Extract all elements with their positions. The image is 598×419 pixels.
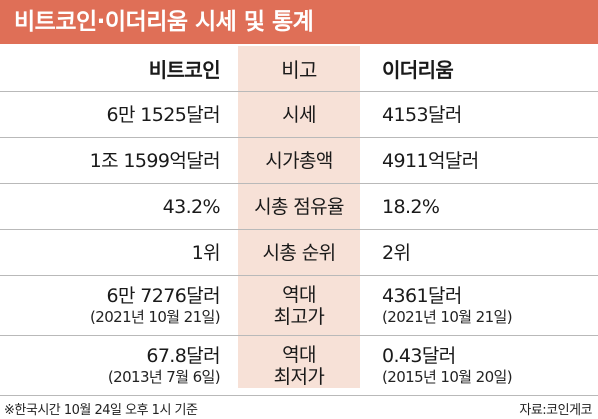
source-credit: 자료:코인게코 bbox=[519, 403, 592, 418]
ethereum-value: 2위 bbox=[382, 241, 411, 264]
table-row-all-time-low: 67.8달러 (2013년 7월 6일) 역대 최저가 0.43달러 (2015… bbox=[0, 336, 598, 396]
bitcoin-value: 43.2% bbox=[162, 195, 221, 218]
row-label-line1: 역대 bbox=[282, 343, 316, 366]
row-label-line2: 최고가 bbox=[273, 305, 325, 328]
ethereum-value: 0.43달러 bbox=[382, 344, 456, 367]
table-row-price: 6만 1525달러 시세 4153달러 bbox=[0, 92, 598, 138]
ethereum-date: (2021년 10월 21일) bbox=[382, 307, 513, 326]
remarks-column-band bbox=[238, 46, 360, 388]
bitcoin-value: 1조 1599억달러 bbox=[89, 149, 221, 172]
bitcoin-date: (2013년 7월 6일) bbox=[107, 367, 221, 386]
bitcoin-value: 1위 bbox=[191, 241, 221, 264]
header-bitcoin: 비트코인 bbox=[148, 58, 221, 82]
row-label: 시총 점유율 bbox=[254, 195, 344, 218]
row-label-line2: 최저가 bbox=[273, 365, 325, 388]
bitcoin-date: (2021년 10월 21일) bbox=[90, 307, 221, 326]
row-label: 시총 순위 bbox=[262, 241, 337, 264]
ethereum-value: 4361달러 bbox=[382, 284, 462, 307]
ethereum-date: (2015년 10월 20일) bbox=[382, 367, 513, 386]
ethereum-value: 18.2% bbox=[382, 195, 440, 218]
page-title: 비트코인·이더리움 시세 및 통계 bbox=[0, 0, 598, 44]
table-row-all-time-high: 6만 7276달러 (2021년 10월 21일) 역대 최고가 4361달러 … bbox=[0, 276, 598, 336]
ethereum-value: 4911억달러 bbox=[382, 149, 479, 172]
comparison-table: 비트코인 비고 이더리움 6만 1525달러 시세 4153달러 1조 1599… bbox=[0, 46, 598, 396]
row-label: 시가총액 bbox=[265, 149, 333, 172]
row-label-line1: 역대 bbox=[282, 283, 316, 306]
header-ethereum: 이더리움 bbox=[382, 58, 454, 82]
bitcoin-value: 6만 7276달러 bbox=[106, 284, 220, 307]
bitcoin-value: 67.8달러 bbox=[146, 344, 220, 367]
table-row-market-share: 43.2% 시총 점유율 18.2% bbox=[0, 184, 598, 230]
table-header-row: 비트코인 비고 이더리움 bbox=[0, 46, 598, 92]
table-row-market-cap: 1조 1599억달러 시가총액 4911억달러 bbox=[0, 138, 598, 184]
ethereum-value: 4153달러 bbox=[382, 103, 462, 126]
header-remarks: 비고 bbox=[281, 58, 317, 82]
table-row-rank: 1위 시총 순위 2위 bbox=[0, 230, 598, 276]
row-label: 시세 bbox=[282, 103, 316, 126]
footer: ※한국시간 10월 24일 오후 1시 기준 자료:코인게코 bbox=[0, 397, 598, 419]
footnote: ※한국시간 10월 24일 오후 1시 기준 bbox=[4, 403, 198, 418]
bitcoin-value: 6만 1525달러 bbox=[106, 103, 220, 126]
